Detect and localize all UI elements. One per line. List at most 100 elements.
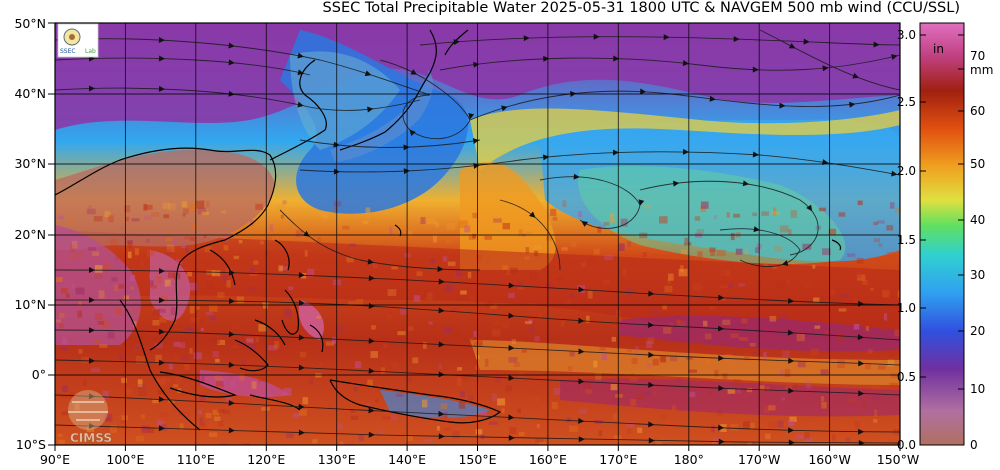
- noise-pixel: [363, 220, 369, 224]
- noise-pixel: [70, 217, 74, 226]
- noise-pixel: [248, 286, 255, 291]
- noise-pixel: [736, 388, 742, 394]
- noise-pixel: [744, 247, 749, 255]
- cb-mm-tick-0: 0: [970, 438, 978, 452]
- noise-pixel: [881, 326, 886, 331]
- noise-pixel: [676, 378, 681, 382]
- lat-label-10n: 10°N: [14, 297, 46, 312]
- wind-arrow: [612, 149, 619, 156]
- noise-pixel: [427, 218, 436, 225]
- noise-pixel: [551, 402, 558, 410]
- noise-pixel: [749, 422, 755, 430]
- noise-pixel: [446, 223, 456, 230]
- wind-arrow: [88, 296, 95, 303]
- noise-pixel: [599, 345, 606, 351]
- noise-pixel: [110, 238, 118, 246]
- noise-pixel: [709, 247, 716, 253]
- noise-pixel: [348, 301, 357, 306]
- noise-pixel: [119, 226, 124, 231]
- wind-arrow: [508, 312, 515, 319]
- noise-pixel: [58, 439, 65, 444]
- noise-pixel: [127, 251, 132, 259]
- noise-pixel: [70, 244, 76, 253]
- noise-pixel: [652, 358, 659, 366]
- noise-pixel: [231, 322, 241, 329]
- noise-pixel: [222, 276, 228, 282]
- noise-pixel: [141, 425, 150, 433]
- noise-pixel: [257, 377, 265, 382]
- noise-pixel: [765, 433, 771, 440]
- noise-pixel: [180, 355, 190, 361]
- wind-arrow: [891, 170, 898, 177]
- noise-pixel: [784, 369, 791, 378]
- wind-arrow: [648, 321, 655, 328]
- noise-pixel: [182, 213, 186, 217]
- noise-pixel: [121, 377, 127, 384]
- noise-pixel: [77, 375, 85, 382]
- noise-pixel: [536, 423, 540, 429]
- noise-pixel: [390, 414, 398, 421]
- noise-pixel: [818, 207, 826, 212]
- noise-pixel: [823, 330, 829, 336]
- noise-pixel: [115, 308, 122, 315]
- noise-pixel: [185, 247, 189, 254]
- noise-pixel: [692, 426, 698, 434]
- noise-pixel: [212, 351, 219, 358]
- noise-pixel: [133, 321, 137, 327]
- wind-arrow: [158, 425, 165, 432]
- noise-pixel: [136, 345, 140, 349]
- noise-pixel: [149, 285, 157, 289]
- noise-pixel: [60, 288, 68, 294]
- noise-pixel: [263, 302, 268, 309]
- noise-pixel: [713, 215, 718, 220]
- noise-pixel: [354, 361, 362, 368]
- noise-pixel: [349, 243, 356, 247]
- wind-arrow: [648, 290, 655, 297]
- wind-arrow: [368, 367, 375, 374]
- noise-pixel: [371, 325, 376, 330]
- noise-pixel: [832, 434, 836, 442]
- noise-pixel: [468, 235, 476, 240]
- wind-arrow: [891, 54, 898, 60]
- noise-pixel: [321, 214, 329, 219]
- wind-arrow: [508, 344, 515, 351]
- noise-pixel: [722, 319, 731, 325]
- noise-pixel: [676, 319, 681, 325]
- noise-pixel: [518, 229, 523, 237]
- noise-pixel: [440, 403, 448, 409]
- noise-pixel: [530, 326, 535, 334]
- noise-pixel: [356, 298, 364, 307]
- wind-arrow: [228, 361, 235, 368]
- noise-pixel: [391, 362, 400, 370]
- cb-in-tick-1.5: 1.5: [897, 233, 916, 247]
- noise-pixel: [424, 290, 429, 298]
- noise-pixel: [159, 295, 168, 303]
- noise-pixel: [626, 288, 633, 296]
- noise-pixel: [102, 320, 110, 328]
- noise-pixel: [627, 348, 632, 352]
- noise-pixel: [55, 277, 63, 282]
- wind-arrow: [158, 359, 165, 366]
- wind-arrow: [788, 42, 796, 49]
- noise-pixel: [255, 337, 259, 342]
- lon-label-160w: 160°W: [808, 452, 850, 467]
- noise-pixel: [295, 230, 303, 237]
- noise-pixel: [830, 289, 835, 296]
- noise-pixel: [156, 276, 162, 284]
- noise-pixel: [763, 261, 769, 266]
- wind-arrow: [364, 70, 372, 77]
- noise-pixel: [391, 266, 398, 270]
- noise-pixel: [862, 279, 868, 286]
- noise-pixel: [554, 277, 562, 281]
- noise-pixel: [98, 290, 105, 299]
- noise-pixel: [646, 363, 651, 368]
- noise-pixel: [181, 201, 188, 208]
- noise-pixel: [217, 291, 225, 298]
- noise-pixel: [423, 342, 427, 349]
- noise-pixel: [400, 307, 408, 315]
- noise-pixel: [193, 352, 202, 360]
- noise-pixel: [468, 395, 474, 401]
- noise-pixel: [533, 244, 542, 250]
- noise-pixel: [164, 279, 171, 287]
